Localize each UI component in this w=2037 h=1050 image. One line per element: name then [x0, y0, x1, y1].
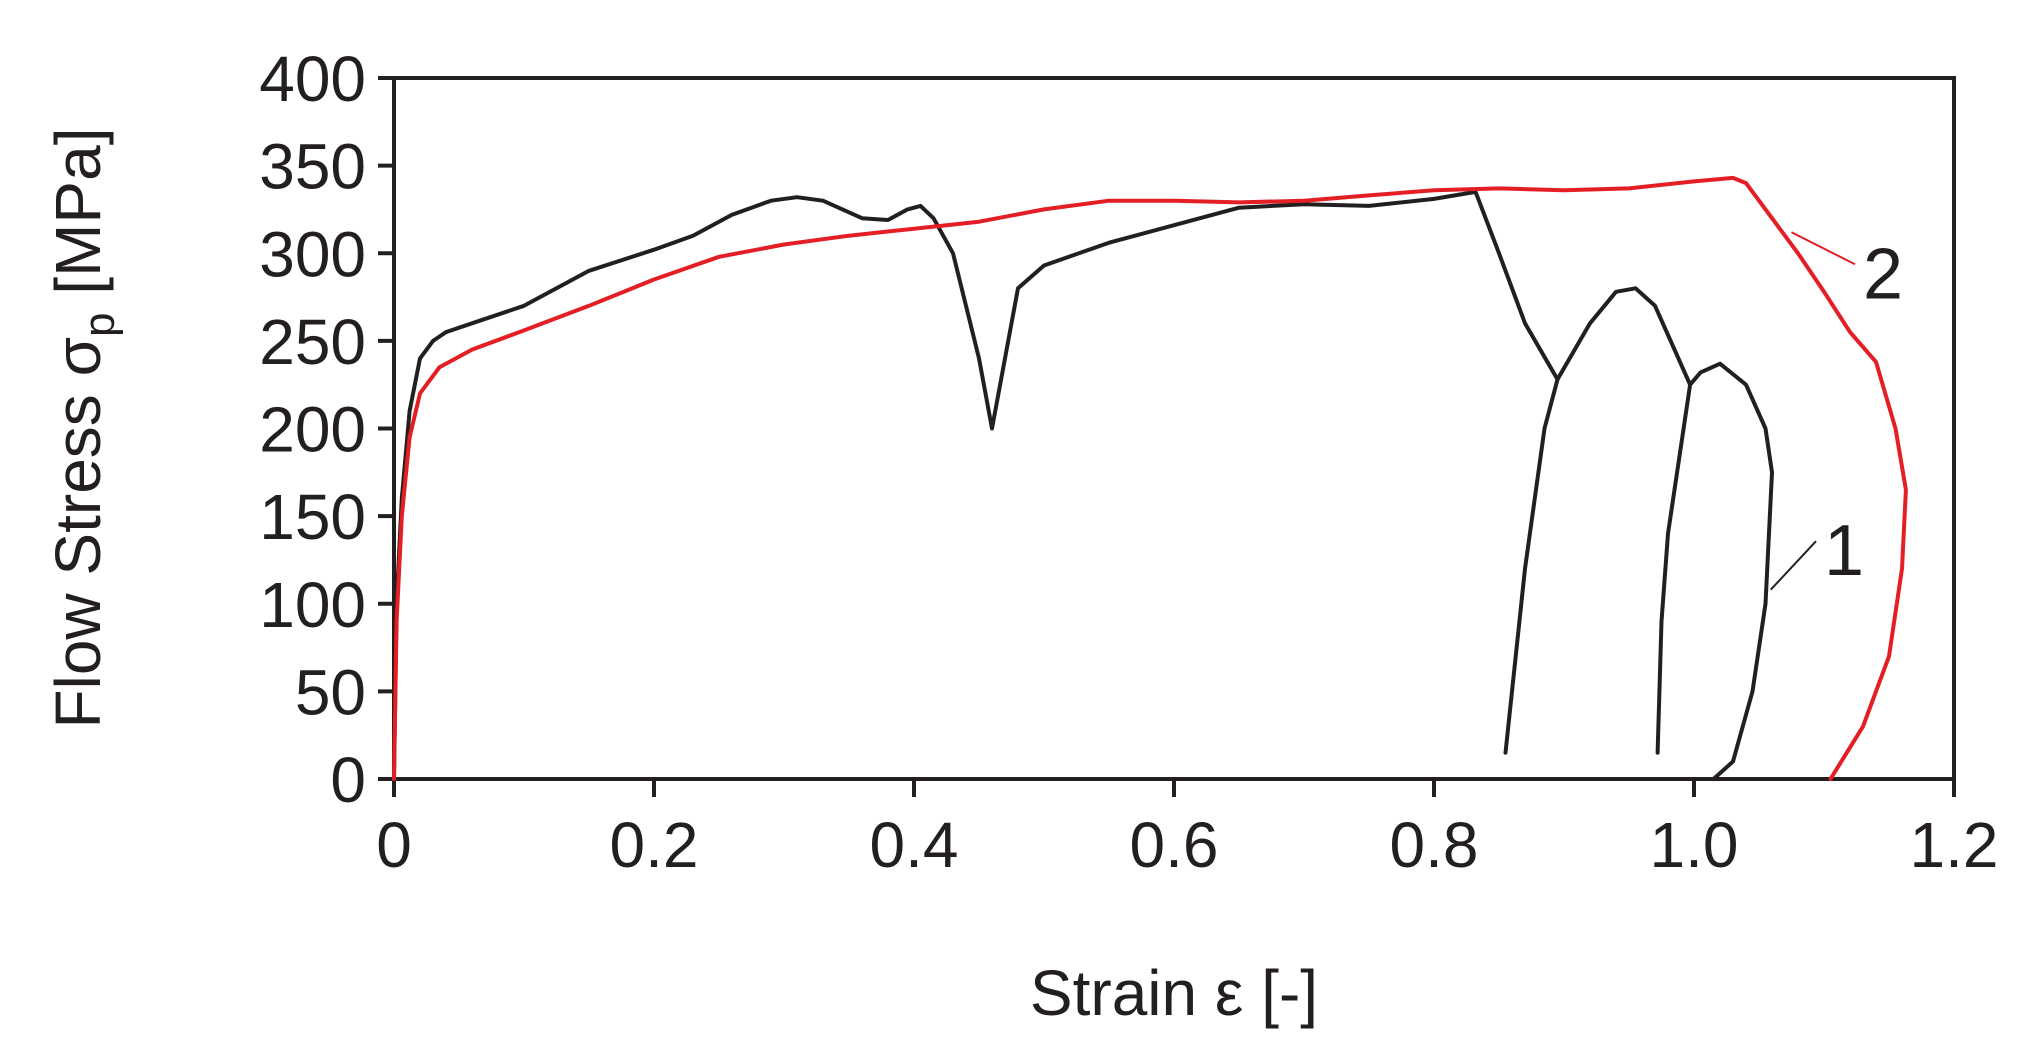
y-axis-label: Flow Stress σp [MPa] — [42, 128, 124, 729]
y-axis-label-subscript: p — [75, 312, 124, 336]
y-tick-label: 400 — [259, 43, 366, 115]
y-tick-label: 250 — [259, 306, 366, 378]
x-tick-label: 1.2 — [1910, 809, 1999, 881]
plot-frame — [392, 76, 1956, 781]
x-tick-label: 0 — [376, 809, 412, 881]
annotation-layer: 12 — [1769, 231, 1903, 591]
x-tick-label: 0.4 — [870, 809, 959, 881]
series-1-line — [1503, 286, 1693, 755]
series-2-line — [392, 175, 1908, 781]
series-1-line — [1655, 361, 1774, 781]
series-layer — [392, 175, 1908, 781]
y-tick-label: 150 — [259, 481, 366, 553]
y-tick-label: 50 — [295, 656, 366, 728]
annotation-leader-line — [1791, 231, 1856, 266]
annotation-leader-line — [1769, 540, 1817, 591]
y-axis-label-main: Flow Stress σ — [42, 337, 114, 729]
x-axis-label: Strain ε [-] — [1030, 957, 1318, 1029]
x-tick-label: 0.6 — [1130, 809, 1219, 881]
x-axis: 0 0.2 0.4 0.6 0.8 1.0 1.2 — [376, 779, 1998, 881]
curve-number-label: 1 — [1824, 511, 1864, 591]
curve-number-label: 2 — [1863, 234, 1903, 314]
x-tick-label: 0.2 — [610, 809, 699, 881]
y-axis: 0 50 100 150 200 250 300 350 400 — [259, 43, 394, 816]
y-tick-label: 200 — [259, 394, 366, 466]
y-axis-label-unit: [MPa] — [42, 128, 114, 313]
y-tick-label: 300 — [259, 218, 366, 290]
x-tick-label: 0.8 — [1390, 809, 1479, 881]
series-1-line — [392, 189, 1560, 781]
y-tick-label: 0 — [330, 744, 366, 816]
y-tick-label: 100 — [259, 569, 366, 641]
x-tick-label: 1.0 — [1650, 809, 1739, 881]
y-tick-label: 350 — [259, 131, 366, 203]
